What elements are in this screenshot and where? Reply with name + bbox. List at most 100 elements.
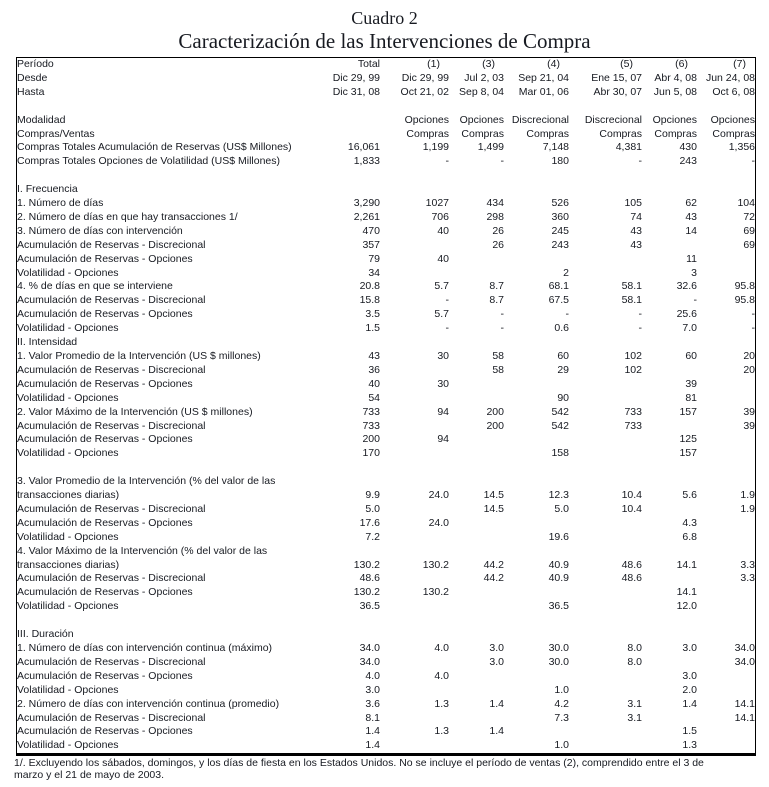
- table-row: I. Frecuencia: [17, 183, 755, 197]
- table-row: Volatilidad - Opciones 3.0 1.0 2.0: [17, 684, 755, 698]
- value-cell: -: [500, 322, 505, 335]
- value-cell: [449, 614, 504, 628]
- row-label: 3. Valor Promedio de la Intervención (% …: [17, 475, 276, 488]
- row-label: Acumulación de Reservas - Opciones: [17, 252, 193, 265]
- table-row: Volatilidad - Opciones 36.5 36.5 12.0: [17, 600, 755, 614]
- table-row: Acumulación de Reservas - Opciones 4.0 4.0…: [17, 670, 755, 684]
- value-cell: Opciones: [404, 113, 449, 126]
- value-cell: [642, 336, 697, 350]
- value-cell: 3.0: [489, 655, 504, 668]
- value-cell: 39: [743, 405, 755, 418]
- value-cell: Discrecional: [584, 113, 642, 126]
- row-label: Hasta: [17, 85, 45, 98]
- column-header-row: Período Total (1) (3) (4) (5) (6) (7): [17, 58, 755, 72]
- value-cell: 60: [557, 350, 569, 362]
- row-label: 2. Valor Máximo de la Intervención (US $…: [17, 405, 253, 418]
- value-cell: Sep 8, 04: [459, 85, 504, 98]
- table-row: Volatilidad - Opciones 54 90 81: [17, 392, 755, 406]
- value-cell: [569, 684, 642, 698]
- value-cell: -: [500, 308, 505, 321]
- value-cell: 3.6: [365, 697, 380, 710]
- value-cell: [504, 586, 569, 600]
- spacer-row: [17, 614, 755, 628]
- value-cell: [380, 600, 449, 614]
- value-cell: [642, 239, 697, 253]
- row-label: [17, 461, 302, 475]
- value-cell: [380, 420, 449, 434]
- value-cell: [504, 628, 569, 642]
- value-cell: 733: [624, 419, 642, 432]
- value-cell: [697, 545, 755, 559]
- value-cell: [449, 670, 504, 684]
- value-cell: 25.6: [676, 308, 697, 321]
- value-cell: 4,381: [615, 141, 642, 154]
- value-cell: [504, 475, 569, 489]
- value-cell: 3.3: [740, 572, 755, 585]
- value-cell: [697, 253, 755, 267]
- value-cell: [504, 545, 569, 559]
- table-row: Modalidad Opciones Opciones Discrecional Dis…: [17, 114, 755, 128]
- value-cell: [569, 725, 642, 739]
- table-row: Volatilidad - Opciones 7.2 19.6 6.8: [17, 531, 755, 545]
- value-cell: [449, 433, 504, 447]
- value-cell: 34.0: [734, 655, 755, 668]
- value-cell: [449, 253, 504, 267]
- value-cell: Compras: [406, 127, 449, 140]
- value-cell: [380, 475, 449, 489]
- value-cell: [569, 183, 642, 197]
- table-row: Acumulación de Reservas - Discrecional 5.…: [17, 503, 755, 517]
- value-cell: 200: [486, 419, 504, 432]
- value-cell: [302, 114, 380, 128]
- value-cell: 30.0: [548, 642, 569, 654]
- table-row: Acumulación de Reservas - Opciones 40 30 39: [17, 378, 755, 392]
- table-row: Acumulación de Reservas - Discrecional 48…: [17, 572, 755, 586]
- value-cell: 245: [551, 224, 569, 237]
- value-cell: 29: [557, 363, 569, 376]
- value-cell: [380, 739, 449, 753]
- column-header-cell: (1): [427, 58, 440, 70]
- row-label: Acumulación de Reservas - Discrecional: [17, 238, 206, 251]
- value-cell: 14.1: [676, 586, 697, 599]
- value-cell: 94: [437, 433, 449, 446]
- value-cell: 243: [679, 155, 697, 168]
- value-cell: 104: [737, 197, 755, 210]
- value-cell: 43: [368, 350, 380, 362]
- row-label: [17, 169, 302, 183]
- value-cell: [569, 336, 642, 350]
- row-label: transacciones diarias): [17, 558, 120, 571]
- value-cell: 470: [362, 224, 380, 237]
- table-row: 4. Valor Máximo de la Intervención (% de…: [17, 545, 755, 559]
- value-cell: 3,290: [353, 197, 380, 210]
- value-cell: [569, 447, 642, 461]
- value-cell: 48.6: [621, 572, 642, 585]
- value-cell: 298: [486, 210, 504, 223]
- value-cell: [504, 336, 569, 350]
- row-label: Acumulación de Reservas - Discrecional: [17, 363, 206, 376]
- value-cell: [697, 586, 755, 600]
- value-cell: 74: [630, 210, 642, 223]
- value-cell: -: [500, 155, 505, 168]
- value-cell: [380, 614, 449, 628]
- value-cell: 5.0: [554, 502, 569, 515]
- value-cell: [642, 364, 697, 378]
- footnote: 1/. Excluyendo los sábados, domingos, y …: [14, 758, 759, 781]
- page: { "page": { "title_line1": "Cuadro 2", "…: [0, 7, 769, 787]
- value-cell: [302, 475, 380, 489]
- value-cell: [449, 545, 504, 559]
- value-cell: [449, 600, 504, 614]
- value-cell: 7.0: [682, 322, 697, 335]
- value-cell: 15.8: [359, 294, 380, 307]
- value-cell: 58.1: [621, 294, 642, 307]
- value-cell: 34.0: [359, 642, 380, 654]
- value-cell: Opciones: [652, 113, 697, 126]
- value-cell: 3.0: [365, 683, 380, 696]
- value-cell: [642, 420, 697, 434]
- value-cell: 434: [486, 197, 504, 210]
- value-cell: [380, 183, 449, 197]
- column-header-cell: Total: [357, 58, 380, 70]
- table-number-title: Cuadro 2: [351, 8, 418, 28]
- value-cell: 20.8: [359, 280, 380, 293]
- value-cell: 39: [743, 419, 755, 432]
- value-cell: [569, 628, 642, 642]
- value-cell: 125: [679, 433, 697, 446]
